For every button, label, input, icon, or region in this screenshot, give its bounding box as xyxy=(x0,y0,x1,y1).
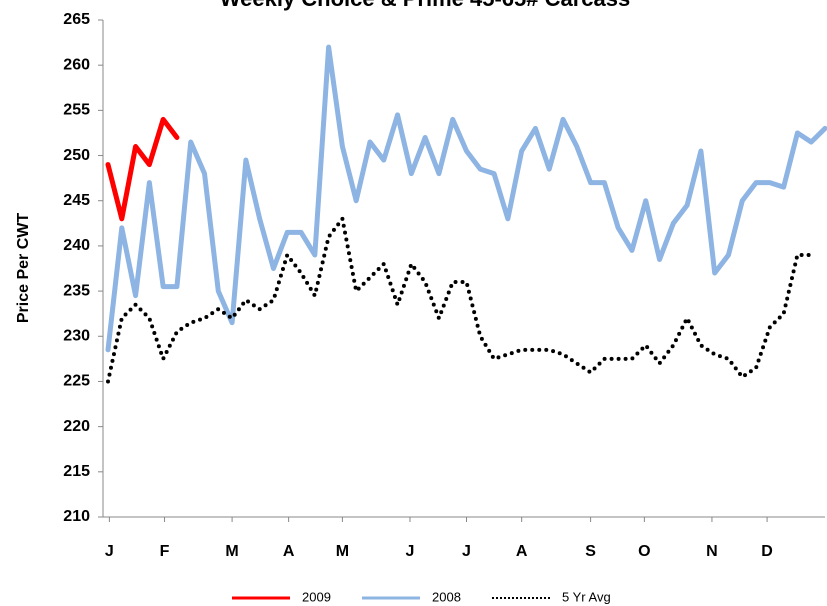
y-tick-label: 230 xyxy=(63,327,90,344)
y-tick-label: 225 xyxy=(63,373,90,390)
y-tick-label: 240 xyxy=(63,237,90,254)
y-tick-label: 210 xyxy=(63,508,90,525)
y-tick-label: 265 xyxy=(63,11,90,28)
legend-label: 2009 xyxy=(302,589,331,604)
x-tick-label: A xyxy=(516,543,528,560)
x-tick-label: O xyxy=(638,543,650,560)
x-tick-label: F xyxy=(160,543,170,560)
y-axis-label: Price Per CWT xyxy=(15,213,32,323)
x-tick-label: J xyxy=(462,543,471,560)
x-tick-label: S xyxy=(585,543,596,560)
y-tick-label: 215 xyxy=(63,463,90,480)
y-tick-label: 260 xyxy=(63,56,90,73)
x-tick-label: J xyxy=(105,543,114,560)
chart-title: Weekly Choice & Prime 45-65# Carcass xyxy=(220,0,631,11)
y-tick-label: 220 xyxy=(63,418,90,435)
legend-label: 2008 xyxy=(432,589,461,604)
x-tick-label: M xyxy=(336,543,349,560)
y-tick-label: 235 xyxy=(63,282,90,299)
legend-label: 5 Yr Avg xyxy=(562,589,611,604)
y-tick-label: 245 xyxy=(63,192,90,209)
x-tick-label: N xyxy=(706,543,718,560)
y-tick-label: 255 xyxy=(63,102,90,119)
x-tick-label: D xyxy=(761,543,773,560)
series-line xyxy=(106,216,814,384)
x-tick-label: M xyxy=(225,543,238,560)
series-line xyxy=(105,116,180,222)
y-tick-label: 250 xyxy=(63,147,90,164)
x-tick-label: J xyxy=(406,543,415,560)
series-line xyxy=(105,44,827,353)
x-tick-label: A xyxy=(283,543,295,560)
